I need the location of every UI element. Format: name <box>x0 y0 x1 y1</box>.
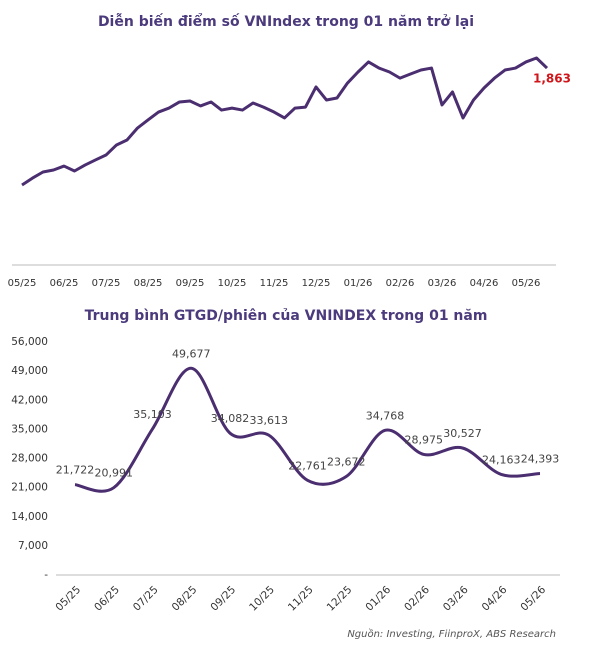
x-tick-label: 02/26 <box>386 278 415 289</box>
y-tick-label: 35,000 <box>11 423 48 435</box>
data-label: 30,527 <box>443 427 482 440</box>
x-tick-label: 05/26 <box>512 278 541 289</box>
data-label: 34,768 <box>366 409 405 422</box>
x-tick-label: 07/25 <box>131 584 161 614</box>
x-tick-label: 10/25 <box>247 584 277 614</box>
y-tick-label: 56,000 <box>11 336 48 348</box>
end-label: 1,863 <box>533 72 571 86</box>
data-label: 49,677 <box>172 347 211 360</box>
x-tick-label: 08/25 <box>134 278 163 289</box>
y-tick-label: 42,000 <box>11 394 48 406</box>
chart-title: Diễn biến điểm số VNIndex trong 01 năm t… <box>98 13 474 30</box>
x-tick-label: 05/25 <box>8 278 37 289</box>
data-label: 24,163 <box>482 453 521 466</box>
data-label: 23,672 <box>327 456 366 469</box>
data-label: 33,613 <box>250 414 289 427</box>
y-tick-label: 21,000 <box>11 482 48 494</box>
y-tick-label: 49,000 <box>11 365 48 377</box>
x-tick-label: 03/26 <box>428 278 457 289</box>
value-line <box>74 366 541 493</box>
source-note: Nguồn: Investing, FiinproX, ABS Research <box>347 628 556 640</box>
x-tick-label: 06/25 <box>92 584 122 614</box>
x-tick-label: 06/25 <box>50 278 79 289</box>
x-tick-label: 11/25 <box>286 584 316 614</box>
data-label: 20,991 <box>95 467 134 480</box>
x-tick-label: 09/25 <box>176 278 205 289</box>
x-tick-label: 01/26 <box>363 584 393 614</box>
data-label: 28,975 <box>405 433 444 446</box>
y-tick-label: 7,000 <box>18 540 48 552</box>
x-tick-label: 01/26 <box>344 278 373 289</box>
x-tick-label: 07/25 <box>92 278 121 289</box>
x-tick-label: 08/25 <box>170 584 200 614</box>
x-tick-label: 10/25 <box>218 278 247 289</box>
x-tick-label: 04/26 <box>470 278 499 289</box>
x-tick-label: 02/26 <box>402 584 432 614</box>
y-tick-label: 28,000 <box>11 453 48 465</box>
data-label: 21,722 <box>56 464 95 477</box>
y-tick-label: - <box>44 569 48 581</box>
data-label: 35,103 <box>133 408 172 421</box>
x-tick-label: 12/25 <box>325 584 355 614</box>
x-tick-label: 04/26 <box>480 584 510 614</box>
index-line <box>21 56 549 187</box>
data-label: 34,082 <box>211 412 250 425</box>
x-tick-label: 05/25 <box>53 584 83 614</box>
x-tick-label: 12/25 <box>302 278 331 289</box>
chart-title: Trung bình GTGD/phiên của VNINDEX trong … <box>85 308 488 324</box>
data-label: 24,393 <box>521 453 560 466</box>
y-tick-label: 14,000 <box>11 511 48 523</box>
x-tick-label: 03/26 <box>441 584 471 614</box>
x-tick-label: 05/26 <box>518 584 548 614</box>
x-tick-label: 09/25 <box>208 584 238 614</box>
x-tick-label: 11/25 <box>260 278 289 289</box>
data-label: 22,761 <box>288 459 327 472</box>
